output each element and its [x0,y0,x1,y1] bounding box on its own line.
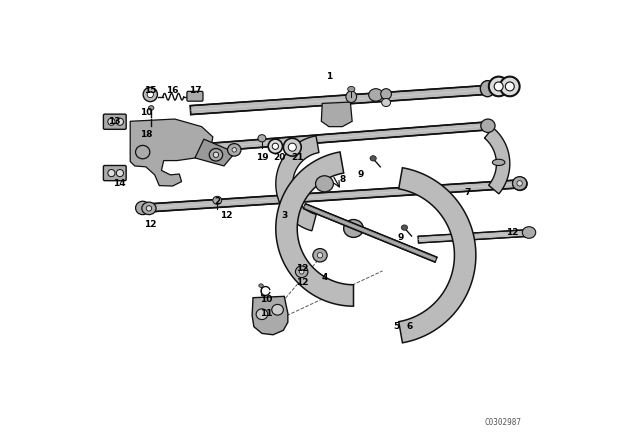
Text: 15: 15 [144,86,157,95]
Ellipse shape [228,144,241,156]
Text: 9: 9 [357,170,364,179]
Polygon shape [399,168,476,343]
Text: 12: 12 [220,211,232,220]
Polygon shape [276,136,319,231]
Text: 12: 12 [296,264,308,273]
Ellipse shape [136,146,150,159]
Circle shape [143,87,157,102]
Ellipse shape [313,249,327,262]
Polygon shape [195,139,235,166]
Ellipse shape [381,89,392,99]
Text: 8: 8 [339,175,346,184]
Text: 6: 6 [406,322,412,331]
Circle shape [268,139,282,153]
Circle shape [500,77,520,96]
FancyBboxPatch shape [187,91,203,101]
Circle shape [489,77,508,96]
Ellipse shape [344,220,364,237]
Ellipse shape [369,89,383,101]
Ellipse shape [272,304,284,315]
Text: 5: 5 [393,322,399,331]
Text: 9: 9 [397,233,404,242]
Text: 10: 10 [140,108,152,117]
Text: 17: 17 [189,86,201,95]
Ellipse shape [258,135,266,142]
Text: 2: 2 [214,197,220,206]
Ellipse shape [348,86,355,92]
Text: 16: 16 [166,86,179,95]
Text: C0302987: C0302987 [484,418,522,427]
Polygon shape [190,86,486,115]
Ellipse shape [142,202,156,215]
Circle shape [272,143,278,150]
Ellipse shape [259,284,263,288]
Polygon shape [141,122,490,156]
Text: 18: 18 [140,130,152,139]
Circle shape [317,253,323,258]
Text: 11: 11 [260,309,273,318]
Text: 10: 10 [260,295,273,305]
FancyBboxPatch shape [104,114,126,129]
Text: 12: 12 [144,220,157,228]
Text: 20: 20 [274,152,286,162]
Text: 4: 4 [321,273,328,282]
Polygon shape [418,229,530,243]
Circle shape [517,181,522,186]
Ellipse shape [522,227,536,238]
Circle shape [116,169,124,177]
Ellipse shape [346,91,356,103]
Ellipse shape [381,99,390,107]
Ellipse shape [481,81,495,97]
Ellipse shape [213,196,221,204]
Circle shape [147,91,154,98]
Ellipse shape [136,201,150,215]
Circle shape [300,270,304,274]
Circle shape [116,118,124,125]
Ellipse shape [256,309,268,319]
Ellipse shape [209,149,223,161]
Ellipse shape [513,177,527,190]
Circle shape [506,82,515,91]
Ellipse shape [148,106,154,110]
Text: 14: 14 [113,179,125,188]
FancyBboxPatch shape [104,165,126,181]
Polygon shape [252,296,288,335]
Ellipse shape [296,266,308,278]
Circle shape [232,148,237,152]
Ellipse shape [370,155,376,161]
Polygon shape [130,119,213,186]
Circle shape [108,118,115,125]
Polygon shape [321,102,352,127]
Text: 1: 1 [326,72,332,81]
Circle shape [108,169,115,177]
Circle shape [213,152,219,157]
Circle shape [284,138,301,156]
Ellipse shape [513,177,527,190]
Text: 12: 12 [296,278,308,287]
Text: 3: 3 [281,211,287,220]
Ellipse shape [401,225,408,230]
Ellipse shape [481,119,495,133]
Polygon shape [141,180,521,212]
Ellipse shape [316,176,333,192]
Text: 13: 13 [108,117,121,126]
Circle shape [147,206,152,211]
Circle shape [494,82,503,91]
Text: 21: 21 [291,152,304,162]
Ellipse shape [492,159,505,165]
Polygon shape [276,152,353,306]
Polygon shape [303,204,437,262]
Polygon shape [484,128,510,194]
Text: 19: 19 [255,152,268,162]
Text: 7: 7 [464,188,470,197]
Text: 12: 12 [506,228,518,237]
Circle shape [288,143,296,151]
